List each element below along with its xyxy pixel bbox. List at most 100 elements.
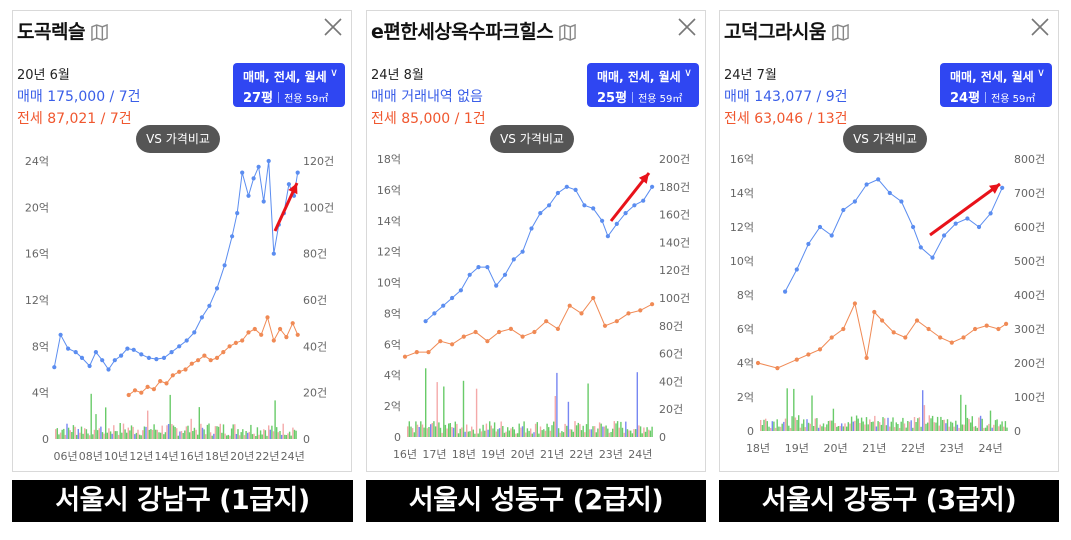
volume-bar	[101, 432, 104, 439]
trade-type-filter-button[interactable]: 매매, 전세, 월세 ∨ 25평 전용 59㎡	[587, 63, 699, 107]
volume-bar	[559, 432, 561, 437]
sale-point	[864, 182, 869, 187]
volume-bar	[171, 424, 173, 439]
volume-bar	[889, 426, 891, 431]
volume-bar	[608, 432, 611, 437]
volume-bar	[471, 426, 473, 437]
volume-bar	[788, 425, 790, 431]
rent-point	[841, 326, 846, 332]
x-tick: 18년	[205, 450, 229, 463]
volume-bar	[931, 415, 934, 431]
volume-bar	[852, 421, 854, 431]
trade-type-filter-button[interactable]: 매매, 전세, 월세 ∨ 24평 전용 59㎡	[940, 63, 1052, 107]
volume-bar	[922, 390, 924, 431]
vs-compare-button[interactable]: VS 가격비교	[136, 125, 220, 153]
volume-bar	[996, 419, 998, 431]
sale-point	[573, 187, 578, 192]
sale-point	[184, 338, 189, 343]
map-icon[interactable]	[832, 24, 849, 41]
close-icon[interactable]	[1028, 15, 1052, 39]
volume-bar	[798, 415, 800, 431]
y-right-tick: 120건	[303, 155, 334, 168]
volume-bar	[859, 423, 861, 431]
volume-bar	[598, 422, 601, 437]
volume-bar	[855, 415, 858, 431]
volume-bar	[108, 428, 110, 439]
volume-bar	[882, 417, 884, 431]
volume-bar	[626, 429, 629, 437]
volume-bar	[935, 422, 937, 431]
volume-bar	[193, 427, 196, 439]
close-icon[interactable]	[675, 15, 699, 39]
volume-bar	[129, 430, 131, 439]
volume-bar	[587, 383, 589, 437]
map-icon[interactable]	[559, 24, 576, 41]
volume-bar	[138, 434, 141, 439]
volume-bar	[493, 422, 496, 437]
filter-area: 전용 59㎡	[638, 94, 683, 105]
vs-compare-button[interactable]: VS 가격비교	[843, 125, 927, 153]
sale-point	[502, 272, 508, 277]
x-tick: 21년	[862, 442, 886, 455]
volume-bar	[766, 421, 768, 431]
trade-type-filter-button[interactable]: 매매, 전세, 월세 ∨ 27평 전용 59㎡	[233, 63, 345, 107]
volume-bar	[571, 429, 573, 437]
volume-bar	[292, 427, 294, 439]
map-icon[interactable]	[91, 24, 108, 41]
sale-point	[169, 350, 174, 355]
rent-point	[497, 329, 502, 335]
volume-bar	[276, 427, 278, 439]
sale-point	[240, 170, 245, 175]
volume-bar	[216, 426, 218, 439]
volume-bar	[121, 432, 123, 439]
volume-bar	[928, 415, 930, 431]
volume-bar	[525, 432, 527, 437]
volume-bar	[582, 425, 584, 437]
volume-bar	[920, 426, 922, 431]
volume-bar	[82, 433, 84, 439]
card-title: 고덕그라시움	[724, 17, 849, 44]
vs-compare-button[interactable]: VS 가격비교	[490, 125, 574, 153]
volume-bar	[420, 421, 422, 437]
rent-point	[473, 329, 478, 335]
filter-pyeong: 24평	[950, 91, 981, 106]
volume-bar	[63, 428, 65, 439]
trend-arrow-head	[288, 183, 298, 195]
volume-bar	[217, 426, 220, 439]
sale-point	[432, 311, 437, 316]
rent-point	[914, 318, 920, 323]
rent-point	[984, 323, 989, 328]
volume-bar	[930, 418, 932, 431]
close-icon[interactable]	[321, 15, 345, 39]
volume-bar	[100, 426, 102, 439]
volume-bar	[974, 426, 977, 431]
sale-point	[154, 357, 159, 362]
y-left-tick: 10억	[730, 255, 754, 268]
volume-bar	[875, 426, 878, 431]
volume-bar	[839, 425, 841, 431]
volume-bar	[66, 423, 68, 439]
x-tick: 21년	[540, 448, 564, 461]
volume-bar	[960, 394, 962, 431]
rent-point	[973, 326, 978, 332]
rent-point	[461, 334, 466, 339]
volume-bar	[854, 420, 856, 431]
apartment-card-1: 도곡렉슬 20년 6월 매매 175,000 / 7건 전세 87,021 / …	[12, 10, 352, 472]
sale-point	[918, 245, 923, 250]
sale-point	[529, 226, 534, 231]
volume-bar	[965, 404, 967, 431]
volume-bar	[441, 432, 443, 437]
volume-bar	[140, 435, 142, 439]
volume-bar	[793, 388, 795, 431]
volume-bar	[282, 423, 284, 439]
volume-bar	[804, 427, 806, 431]
volume-bar	[142, 430, 144, 439]
volume-bar	[284, 434, 286, 439]
volume-bar	[425, 368, 427, 437]
rent-point	[139, 390, 144, 395]
y-right-tick: 60건	[659, 348, 683, 361]
volume-bar	[847, 422, 849, 431]
rent-point	[196, 358, 201, 363]
chevron-down-icon: ∨	[329, 66, 338, 79]
volume-bar	[253, 433, 255, 439]
